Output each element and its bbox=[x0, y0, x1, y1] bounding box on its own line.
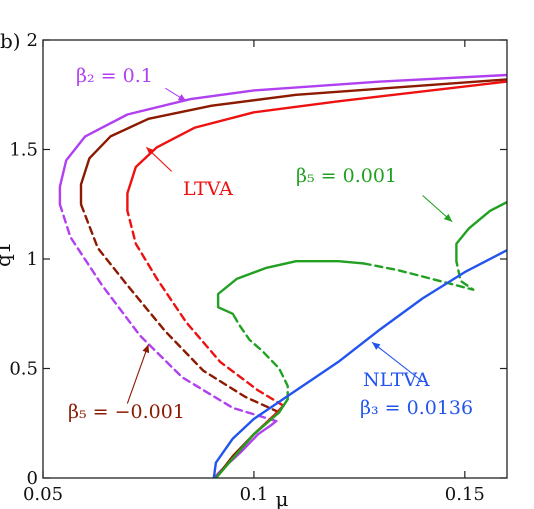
x-tick-label: 0.05 bbox=[23, 484, 63, 505]
ticks-layer: 0 0.5 1 1.5 2 0.05 0.1 0.15 bbox=[9, 30, 507, 505]
series-2-unstable bbox=[126, 209, 285, 407]
series-3-unstable-b bbox=[362, 260, 475, 291]
arrow-beta2 bbox=[165, 87, 187, 102]
curves-layer bbox=[58, 73, 507, 478]
arrows-layer bbox=[126, 87, 453, 404]
x-tick-label: 0.15 bbox=[445, 484, 485, 505]
series-1-unstable bbox=[79, 203, 281, 414]
y-tick-label: 1 bbox=[27, 249, 38, 270]
annotation-beta3: β₃ = 0.0136 bbox=[360, 397, 473, 419]
y-tick-label: 0 bbox=[27, 468, 38, 489]
annotation-beta5-neg: β₅ = −0.001 bbox=[68, 401, 185, 423]
panel-label: b) bbox=[0, 29, 21, 53]
series-3-stable-c bbox=[455, 200, 507, 263]
annotation-nltva: NLTVA bbox=[363, 369, 430, 391]
arrow-beta5-neg bbox=[126, 344, 150, 404]
y-tick-label: 1.5 bbox=[9, 140, 38, 161]
x-axis-label: μ bbox=[276, 487, 289, 509]
series-3-stable-b bbox=[216, 260, 365, 315]
y-axis-label: q1 bbox=[0, 241, 15, 267]
y-tick-label: 0.5 bbox=[9, 359, 38, 380]
annotation-ltva: LTVA bbox=[183, 178, 233, 200]
arrow-beta5-pos bbox=[422, 195, 453, 223]
series-0-unstable bbox=[58, 203, 278, 423]
series-0-upper bbox=[58, 73, 507, 206]
x-tick-label: 0.1 bbox=[240, 484, 269, 505]
series-2-upper bbox=[126, 80, 507, 212]
series-3-unstable bbox=[231, 312, 289, 401]
arrow-nltva bbox=[371, 341, 423, 383]
annotation-beta5-pos: β₅ = 0.001 bbox=[296, 165, 397, 187]
annotation-beta2: β₂ = 0.1 bbox=[76, 65, 153, 87]
series-4-stable bbox=[212, 249, 507, 478]
y-tick-label: 2 bbox=[27, 30, 38, 51]
arrow-ltva bbox=[145, 146, 173, 172]
series-3-stable bbox=[214, 398, 289, 478]
series-1-upper bbox=[79, 78, 507, 206]
